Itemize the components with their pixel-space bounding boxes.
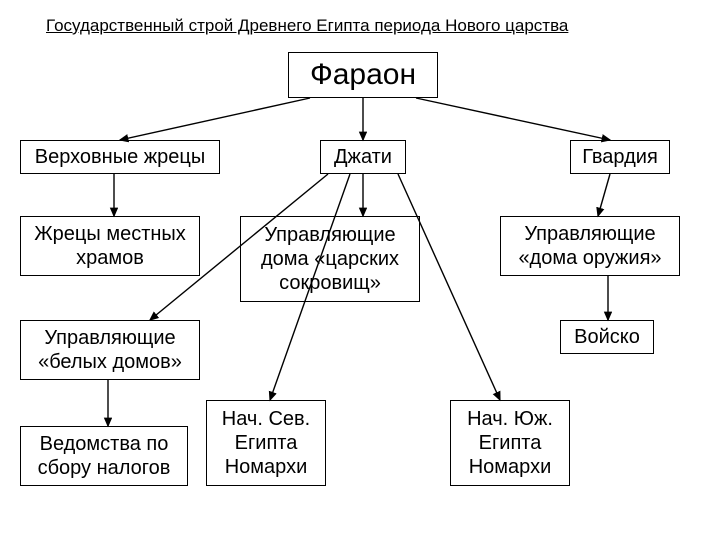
node-treasure: Управляющие дома «царских сокровищ» xyxy=(240,216,420,302)
node-pharaoh: Фараон xyxy=(288,52,438,98)
node-army: Войско xyxy=(560,320,654,354)
node-south: Нач. Юж. Египта Номархи xyxy=(450,400,570,486)
node-guard: Гвардия xyxy=(570,140,670,174)
diagram-title: Государственный строй Древнего Египта пе… xyxy=(46,16,568,36)
node-white: Управляющие «белых домов» xyxy=(20,320,200,380)
node-weapons: Управляющие «дома оружия» xyxy=(500,216,680,276)
node-djati: Джати xyxy=(320,140,406,174)
node-localpr: Жрецы местных храмов xyxy=(20,216,200,276)
node-priests: Верховные жрецы xyxy=(20,140,220,174)
node-north: Нач. Сев. Египта Номархи xyxy=(206,400,326,486)
node-tax: Ведомства по сбору налогов xyxy=(20,426,188,486)
